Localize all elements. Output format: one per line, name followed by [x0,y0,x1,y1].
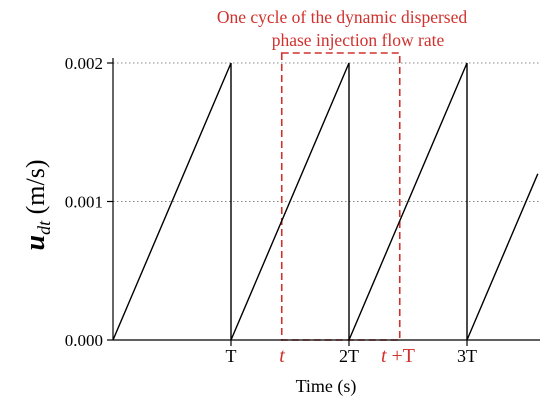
y-tick-label-0: 0.000 [65,331,103,350]
x-tick-label-0: T [226,346,237,366]
grid-lines [113,62,540,202]
y-tick-label-2: 0.002 [65,54,103,73]
annotation-label-end: t +T [381,345,415,367]
y-tick-label-1: 0.001 [65,193,103,212]
x-tick-label-2: 3T [457,346,477,366]
annotation-dashed-box [280,52,401,341]
annotation-label-start: t [279,345,285,367]
annotation-label-end-t: t [381,345,387,367]
annotation-line-2: phase injection flow rate [272,30,445,50]
dashed-box [280,52,401,341]
y-tick-labels: 0.000 0.001 0.002 [65,54,103,350]
y-axis-label: udt (m/s) [20,160,54,251]
x-tick-label-1: 2T [339,346,359,366]
x-tick-labels: T 2T 3T [226,346,478,366]
y-axis-label-symbol: u [20,235,51,251]
y-axis-label-unit: (m/s) [21,160,50,221]
axes [107,58,540,346]
y-axis-label-subscript: dt [34,220,54,235]
plot-area [112,62,539,341]
annotation-label-end-rest: +T [387,345,416,367]
data-series-line [112,62,539,341]
x-axis-label: Time (s) [296,376,357,397]
annotation-line-1: One cycle of the dynamic dispersed [217,7,468,27]
